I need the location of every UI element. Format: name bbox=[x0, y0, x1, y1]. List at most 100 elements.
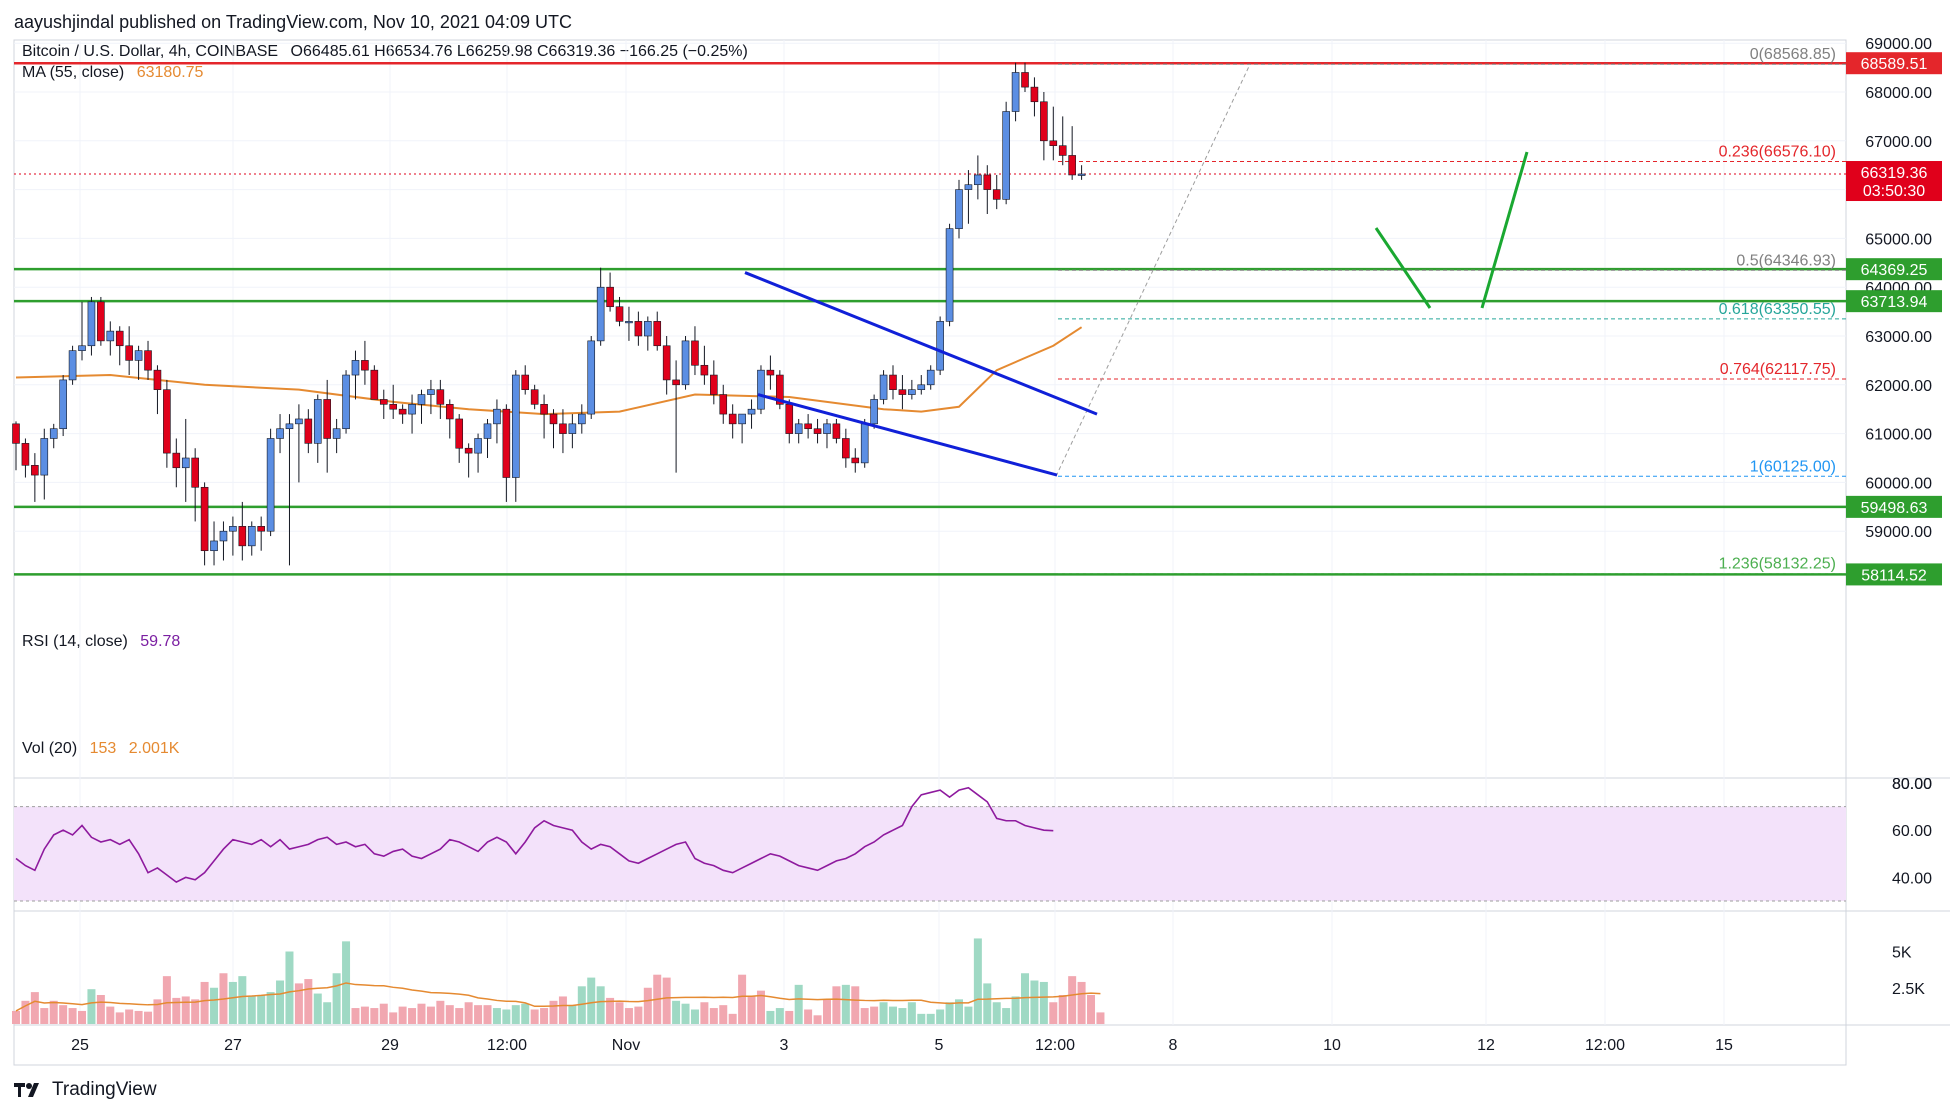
candle-body bbox=[106, 330, 115, 342]
vol-legend: Vol (20) 153 2.001K bbox=[22, 740, 179, 758]
volume-bar bbox=[228, 981, 237, 1024]
volume-bar bbox=[898, 1008, 907, 1024]
volume-bar bbox=[115, 1012, 124, 1024]
volume-bar bbox=[624, 1008, 633, 1024]
volume-bar bbox=[926, 1013, 935, 1024]
volume-bar bbox=[1077, 981, 1086, 1024]
volume-bar bbox=[172, 997, 181, 1024]
candle-body bbox=[1058, 145, 1067, 156]
candle-body bbox=[87, 301, 96, 347]
ma55-line bbox=[15, 326, 1083, 416]
candle-body bbox=[247, 526, 256, 547]
volume-bar bbox=[502, 1009, 511, 1024]
candle-body bbox=[502, 408, 511, 478]
candle-body bbox=[870, 399, 878, 425]
candle-body bbox=[945, 228, 954, 322]
volume-bar bbox=[983, 983, 992, 1024]
volume-bar bbox=[709, 1008, 718, 1024]
volume-bar bbox=[728, 1013, 737, 1024]
volume-bar bbox=[323, 1002, 332, 1024]
volume-bar bbox=[30, 992, 39, 1024]
price-tick-label: 68000.00 bbox=[1865, 85, 1932, 102]
last-price-label: 66319.36 bbox=[1861, 165, 1928, 182]
candle-body bbox=[804, 423, 812, 430]
candle-body bbox=[474, 438, 482, 454]
candle-body bbox=[1040, 101, 1048, 142]
candle-body bbox=[936, 321, 944, 371]
volume-bar bbox=[49, 1000, 58, 1024]
candle-body bbox=[606, 286, 614, 308]
candle-body bbox=[681, 340, 690, 386]
candle-body bbox=[1049, 140, 1058, 146]
candle-body bbox=[728, 413, 737, 425]
level-tag-label-1: 64369.25 bbox=[1861, 262, 1928, 279]
candle-body bbox=[1011, 72, 1020, 112]
price-tick-label: 60000.00 bbox=[1865, 475, 1932, 492]
candle-body bbox=[625, 321, 633, 324]
candle-body bbox=[153, 369, 162, 390]
volume-bar bbox=[417, 1003, 426, 1024]
ma-value: 63180.75 bbox=[136, 64, 204, 81]
volume-bar bbox=[719, 1005, 728, 1024]
level-tag-2 bbox=[1846, 290, 1942, 313]
volume-bar bbox=[370, 1008, 379, 1024]
volume-bar bbox=[12, 1010, 20, 1024]
volume-ma-line bbox=[15, 982, 1101, 1012]
tradingview-brand[interactable]: TradingView bbox=[14, 1079, 157, 1101]
candle-body bbox=[125, 345, 133, 361]
level-tag-1 bbox=[1846, 258, 1942, 281]
rsi-tick-label: 80.00 bbox=[1892, 776, 1932, 793]
last-price-tag bbox=[1846, 161, 1942, 202]
rsi-value: 59.78 bbox=[140, 633, 181, 650]
volume-bar bbox=[851, 986, 860, 1024]
volume-bar bbox=[615, 1002, 624, 1024]
candle-body bbox=[964, 184, 973, 190]
volume-bar bbox=[40, 1008, 49, 1024]
candle-body bbox=[342, 374, 350, 430]
volume-bar bbox=[813, 1015, 822, 1024]
volume-bar bbox=[992, 1002, 1001, 1024]
candles bbox=[12, 62, 1086, 566]
x-tick-label-12: 15 bbox=[1715, 1037, 1733, 1054]
x-tick-label-6: 5 bbox=[935, 1037, 944, 1054]
vol-label: Vol (20) bbox=[22, 740, 78, 757]
candle-body bbox=[219, 530, 228, 542]
volume-bar bbox=[1039, 981, 1048, 1024]
volume-bar bbox=[106, 1006, 115, 1024]
candle-body bbox=[238, 526, 247, 547]
rsi-tick-label-top: 80.00 bbox=[1892, 776, 1932, 793]
volume-bar bbox=[1021, 973, 1030, 1024]
volume-bar bbox=[1002, 1008, 1011, 1024]
candle-body bbox=[12, 423, 20, 444]
volume-bar bbox=[266, 992, 275, 1024]
candle-body bbox=[842, 438, 850, 459]
candle-body bbox=[1068, 155, 1076, 176]
volume-bar bbox=[455, 1008, 464, 1024]
level-tag-0 bbox=[1846, 52, 1942, 75]
candle-body bbox=[596, 286, 605, 342]
rsi-line bbox=[15, 786, 1054, 884]
ma-legend: MA (55, close) 63180.75 bbox=[22, 64, 203, 82]
x-tick-label-4: Nov bbox=[612, 1037, 640, 1054]
volume-bar bbox=[332, 973, 341, 1024]
x-tick-label-1: 27 bbox=[224, 1037, 242, 1054]
candle-body bbox=[634, 321, 643, 337]
volume-bar bbox=[747, 996, 756, 1024]
volume-bar bbox=[436, 1000, 445, 1024]
candle-body bbox=[134, 350, 143, 361]
volume-bar bbox=[785, 1010, 794, 1024]
volume-bar bbox=[464, 1002, 473, 1024]
fib-label-3: 0.618(63350.55) bbox=[1719, 301, 1836, 318]
projection-up-line bbox=[1480, 151, 1529, 309]
volume-bar bbox=[775, 1008, 784, 1024]
volume-bar bbox=[191, 999, 200, 1024]
volume-bar bbox=[1058, 995, 1067, 1024]
candle-body bbox=[172, 452, 181, 469]
tradingview-logo-icon bbox=[14, 1083, 39, 1097]
candle-body bbox=[323, 399, 331, 439]
candle-body bbox=[1077, 173, 1086, 176]
rsi-band bbox=[14, 806, 1846, 901]
volume-bar bbox=[408, 1008, 417, 1024]
volume-bar bbox=[870, 1006, 879, 1024]
